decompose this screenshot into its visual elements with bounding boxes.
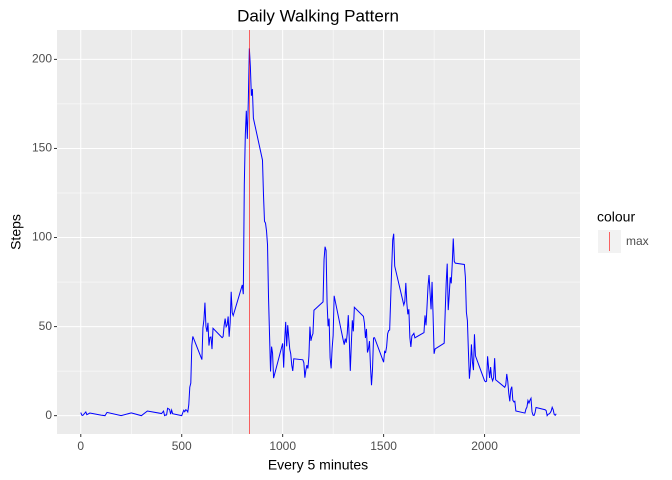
x-tick-label: 500 [172,439,192,453]
y-tick-label: 150 [32,141,52,155]
x-tick-label: 1000 [269,439,296,453]
y-tick-label: 100 [32,230,52,244]
panel [57,30,580,434]
x-tick-label: 2000 [471,439,498,453]
y-tick-label: 200 [32,52,52,66]
legend-title: colour [597,209,635,225]
legend-label: max [626,234,649,248]
y-axis-label: Steps [8,214,24,250]
x-tick-label: 1500 [370,439,397,453]
chart-title: Daily Walking Pattern [237,6,399,25]
x-tick-label: 0 [77,439,84,453]
x-axis-label: Every 5 minutes [268,457,368,473]
data-line [80,48,557,417]
y-tick-label: 50 [39,319,53,333]
y-tick-label: 0 [45,408,52,422]
